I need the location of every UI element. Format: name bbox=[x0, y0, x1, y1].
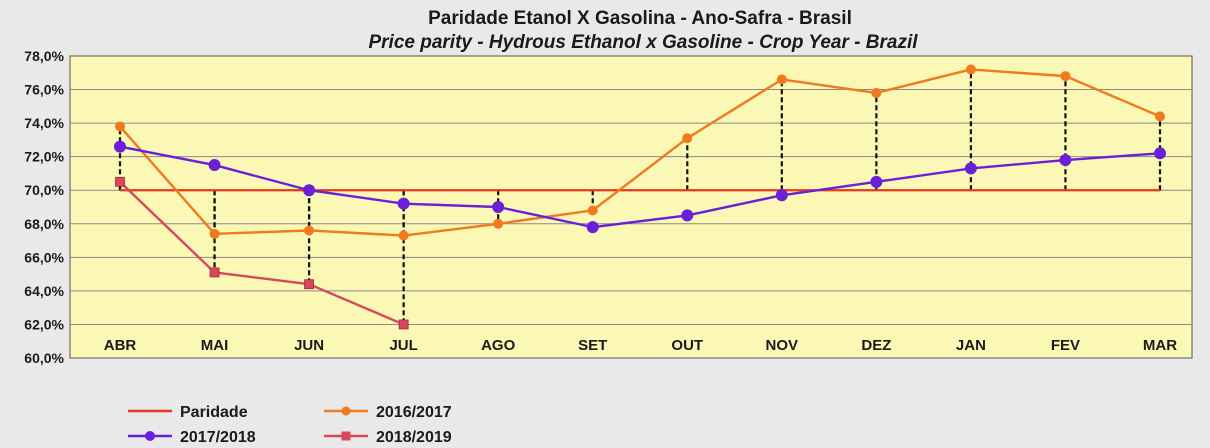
point-2016-2017 bbox=[304, 225, 315, 236]
legend-marker-2016-2017 bbox=[341, 406, 351, 416]
legend: Paridade 2016/2017 2017/2018 2018/2019 bbox=[128, 404, 452, 446]
point-2017-2018 bbox=[681, 209, 694, 222]
legend-item-2018-2019: 2018/2019 bbox=[324, 429, 452, 446]
legend-item-2016-2017: 2016/2017 bbox=[324, 404, 452, 421]
point-2016-2017 bbox=[682, 133, 693, 144]
y-tick-label: 66,0% bbox=[24, 249, 64, 265]
x-tick-label-ago: AGO bbox=[481, 337, 516, 354]
y-tick-label: 78,0% bbox=[24, 48, 64, 64]
point-2018-2019 bbox=[209, 267, 220, 278]
series-line-2017-2018 bbox=[119, 145, 1161, 229]
legend-label-2018-2019: 2018/2019 bbox=[376, 429, 452, 446]
point-2018-2019 bbox=[115, 176, 125, 187]
x-tick-label-mar: MAR bbox=[1143, 337, 1177, 354]
point-2016-2017 bbox=[965, 64, 976, 75]
y-tick-label: 74,0% bbox=[24, 115, 64, 131]
series-line-2016-2017 bbox=[119, 68, 1161, 237]
point-2016-2017 bbox=[493, 218, 504, 229]
legend-item-2017-2018: 2017/2018 bbox=[128, 429, 256, 446]
legend-marker-2018-2019 bbox=[341, 431, 351, 441]
legend-label-2017-2018: 2017/2018 bbox=[180, 429, 256, 446]
x-tick-label-nov: NOV bbox=[766, 337, 799, 354]
point-2016-2017 bbox=[1060, 71, 1071, 82]
point-2017-2018 bbox=[775, 189, 788, 202]
point-2016-2017 bbox=[776, 74, 787, 85]
point-2018-2019 bbox=[398, 319, 409, 330]
series-lines bbox=[119, 68, 1161, 326]
y-tick-label: 70,0% bbox=[24, 182, 64, 198]
legend-label-2016-2017: 2016/2017 bbox=[376, 404, 452, 421]
point-2017-2018 bbox=[303, 184, 316, 197]
point-2017-2018 bbox=[114, 140, 126, 153]
x-tick-label-out: OUT bbox=[671, 337, 703, 354]
x-tick-label-set: SET bbox=[578, 337, 607, 354]
x-tick-label-jan: JAN bbox=[956, 337, 986, 354]
x-tick-label-jul: JUL bbox=[389, 337, 417, 354]
chart-subtitle: Price parity - Hydrous Ethanol x Gasolin… bbox=[368, 32, 918, 53]
x-tick-label-jun: JUN bbox=[294, 337, 324, 354]
point-2017-2018 bbox=[870, 175, 883, 188]
point-2016-2017 bbox=[871, 87, 882, 98]
point-2017-2018 bbox=[1059, 154, 1072, 167]
point-2016-2017 bbox=[1155, 111, 1165, 122]
series-markers bbox=[114, 64, 1166, 330]
point-2016-2017 bbox=[209, 228, 220, 239]
point-2017-2018 bbox=[586, 221, 599, 234]
series-line-2018-2019 bbox=[119, 180, 405, 326]
x-tick-label-fev: FEV bbox=[1051, 337, 1080, 354]
point-2017-2018 bbox=[208, 159, 221, 172]
x-axis-tick-labels: ABR MAI JUN JUL AGO SET OUT NOV DEZ JAN FEV MAR bbox=[104, 337, 1177, 354]
point-2016-2017 bbox=[115, 121, 125, 132]
point-2018-2019 bbox=[304, 279, 314, 290]
y-tick-label: 72,0% bbox=[24, 149, 64, 165]
point-2017-2018 bbox=[1154, 147, 1166, 160]
legend-marker-2017-2018 bbox=[145, 431, 155, 441]
x-tick-label-dez: DEZ bbox=[861, 337, 891, 354]
y-tick-label: 76,0% bbox=[24, 82, 64, 98]
y-tick-label: 64,0% bbox=[24, 283, 64, 299]
chart-title: Paridade Etanol X Gasolina - Ano-Safra -… bbox=[428, 8, 852, 29]
y-tick-label: 60,0% bbox=[24, 350, 64, 366]
point-2016-2017 bbox=[398, 230, 409, 241]
y-axis-tick-labels: 60,0% 62,0% 64,0% 66,0% 68,0% 70,0% 72,0% 74,0%… bbox=[24, 48, 64, 366]
point-2017-2018 bbox=[397, 197, 410, 210]
point-2017-2018 bbox=[964, 162, 977, 175]
drop-lines bbox=[118, 69, 1162, 325]
y-tick-label: 68,0% bbox=[24, 216, 64, 232]
plot-area bbox=[69, 55, 1193, 359]
x-tick-label-abr: ABR bbox=[104, 337, 137, 354]
point-2017-2018 bbox=[492, 201, 505, 213]
point-2016-2017 bbox=[587, 205, 598, 216]
x-tick-label-mai: MAI bbox=[201, 337, 229, 354]
y-tick-label: 62,0% bbox=[24, 316, 64, 332]
legend-label-paridade: Paridade bbox=[180, 404, 248, 421]
legend-item-paridade: Paridade bbox=[128, 404, 248, 421]
